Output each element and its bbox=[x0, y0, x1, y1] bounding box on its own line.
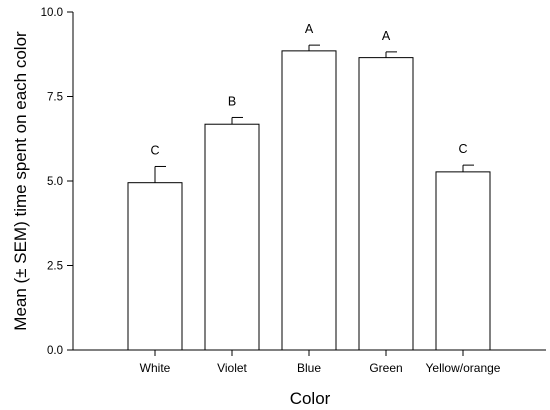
y-tick-label: 5.0 bbox=[47, 176, 63, 188]
category-label: Blue bbox=[297, 361, 321, 375]
bar-violet bbox=[204, 123, 260, 351]
significance-letter: C bbox=[458, 142, 467, 156]
plot-area: 0.0 2.5 5.0 7.5 10.0 C White B Violet A Blue A Green… bbox=[41, 7, 546, 375]
significance-letter: A bbox=[382, 29, 391, 43]
bar-green bbox=[358, 57, 414, 351]
category-label: Green bbox=[369, 361, 402, 375]
bar-yellow-orange bbox=[435, 171, 491, 351]
y-tick-label: 10.0 bbox=[41, 7, 63, 19]
y-tick-label: 0.0 bbox=[47, 345, 63, 357]
category-label: Violet bbox=[217, 361, 247, 375]
category-label: White bbox=[140, 361, 171, 375]
bar-white bbox=[127, 182, 183, 351]
x-axis-title: Color bbox=[290, 389, 331, 408]
y-tick-label: 2.5 bbox=[47, 261, 63, 273]
significance-letter: B bbox=[228, 94, 236, 108]
y-tick-label: 7.5 bbox=[47, 92, 63, 104]
category-label: Yellow/orange bbox=[426, 361, 501, 375]
significance-letter: A bbox=[305, 22, 314, 36]
y-axis-title: Mean (± SEM) time spent on each color bbox=[11, 31, 30, 331]
bar-blue bbox=[281, 50, 337, 351]
significance-letter: C bbox=[150, 143, 159, 157]
